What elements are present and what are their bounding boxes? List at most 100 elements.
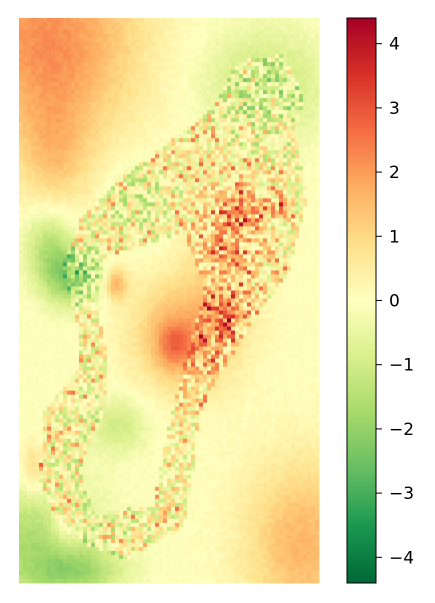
heatmap-cell <box>275 274 280 279</box>
heatmap-cell <box>99 70 104 75</box>
heatmap-cell <box>175 98 180 103</box>
heatmap-cell <box>39 166 44 171</box>
heatmap-cell <box>299 250 304 255</box>
heatmap-cell <box>283 250 288 255</box>
heatmap-cell <box>243 98 248 103</box>
heatmap-cell <box>131 262 136 267</box>
heatmap-cell <box>43 222 48 227</box>
heatmap-cell <box>191 42 196 47</box>
heatmap-cell <box>67 258 72 263</box>
heatmap-cell <box>283 46 288 51</box>
heatmap-cell <box>275 194 280 199</box>
heatmap-cell <box>123 170 128 175</box>
heatmap-cell <box>279 210 284 215</box>
heatmap-cell <box>255 90 260 95</box>
heatmap-cell <box>207 258 212 263</box>
heatmap-cell <box>275 258 280 263</box>
heatmap-cell <box>27 58 32 63</box>
heatmap-cell <box>139 34 144 39</box>
heatmap-cell <box>123 90 128 95</box>
heatmap-cell <box>123 214 128 219</box>
heatmap-cell <box>27 258 32 263</box>
heatmap-cell <box>27 38 32 43</box>
heatmap-cell <box>223 70 228 75</box>
heatmap-cell <box>175 114 180 119</box>
heatmap-cell <box>251 82 256 87</box>
heatmap-cell <box>159 102 164 107</box>
heatmap-cell <box>107 170 112 175</box>
heatmap-cell <box>267 138 272 143</box>
heatmap-cell <box>23 214 28 219</box>
heatmap-cell <box>87 178 92 183</box>
heatmap-cell <box>131 190 136 195</box>
heatmap-cell <box>115 110 120 115</box>
heatmap-cell <box>247 42 252 47</box>
heatmap-cell <box>239 226 244 231</box>
heatmap-cell <box>211 170 216 175</box>
heatmap-cell <box>139 230 144 235</box>
heatmap-cell <box>75 206 80 211</box>
heatmap-cell <box>263 226 268 231</box>
heatmap-cell <box>235 202 240 207</box>
heatmap-cell <box>155 126 160 131</box>
heatmap-cell <box>299 62 304 67</box>
heatmap-cell <box>211 18 216 23</box>
heatmap-cell <box>95 110 100 115</box>
heatmap-cell <box>59 210 64 215</box>
heatmap-cell <box>83 238 88 243</box>
heatmap-cell <box>131 238 136 243</box>
heatmap-cell <box>279 274 284 279</box>
heatmap-cell <box>87 158 92 163</box>
heatmap-cell <box>247 230 252 235</box>
heatmap-cell <box>183 30 188 35</box>
heatmap-cell <box>303 78 308 83</box>
heatmap-cell <box>27 18 32 23</box>
heatmap-cell <box>115 46 120 51</box>
heatmap-cell <box>203 110 208 115</box>
heatmap-cell <box>87 118 92 123</box>
heatmap-cell <box>87 174 92 179</box>
heatmap-cell <box>171 234 176 239</box>
heatmap-cell <box>127 146 132 151</box>
heatmap-cell <box>223 118 228 123</box>
heatmap-cell <box>223 186 228 191</box>
heatmap-cell <box>231 178 236 183</box>
heatmap-cell <box>175 34 180 39</box>
heatmap-cell <box>19 210 24 215</box>
heatmap-cell <box>111 222 116 227</box>
heatmap-cell <box>199 18 204 23</box>
heatmap-cell <box>211 122 216 127</box>
heatmap-cell <box>235 22 240 27</box>
heatmap-cell <box>119 102 124 107</box>
heatmap-cell <box>143 38 148 43</box>
heatmap-cell <box>215 278 220 283</box>
heatmap-cell <box>243 198 248 203</box>
heatmap-cell <box>179 282 184 287</box>
heatmap-cell <box>59 70 64 75</box>
heatmap-cell <box>51 182 56 187</box>
heatmap-cell <box>47 262 52 267</box>
heatmap-cell <box>219 118 224 123</box>
heatmap-cell <box>195 114 200 119</box>
heatmap-cell <box>87 238 92 243</box>
heatmap-cell <box>139 266 144 271</box>
heatmap-cell <box>215 266 220 271</box>
heatmap-cell <box>103 182 108 187</box>
heatmap-cell <box>71 202 76 207</box>
heatmap-cell <box>43 218 48 223</box>
heatmap-cell <box>135 38 140 43</box>
heatmap-cell <box>155 234 160 239</box>
heatmap-cell <box>143 34 148 39</box>
heatmap-cell <box>263 178 268 183</box>
heatmap-cell <box>203 114 208 119</box>
heatmap-cell <box>63 106 68 111</box>
heatmap-cell <box>107 154 112 159</box>
heatmap-cell <box>71 214 76 219</box>
heatmap-cell <box>307 126 312 131</box>
heatmap-cell <box>167 182 172 187</box>
heatmap-cell <box>87 234 92 239</box>
heatmap-cell <box>163 154 168 159</box>
heatmap-cell <box>71 230 76 235</box>
heatmap-cell <box>207 114 212 119</box>
heatmap-cell <box>55 210 60 215</box>
